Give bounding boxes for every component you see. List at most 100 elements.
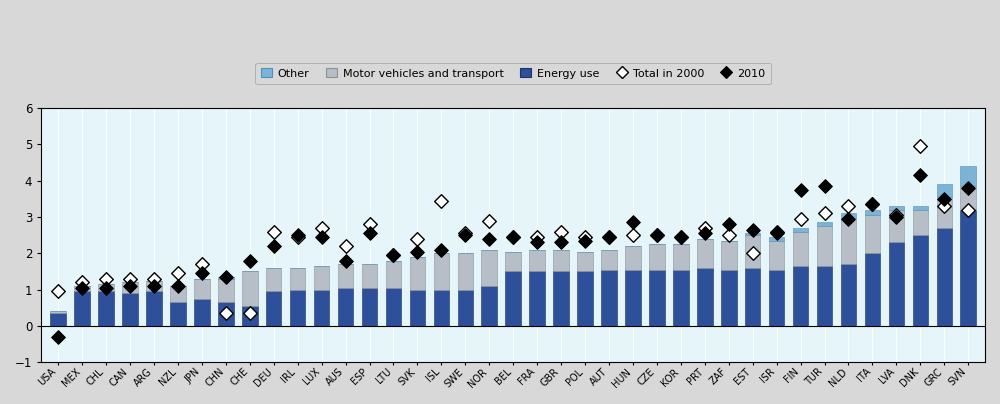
- Point: [218, 274, 234, 280]
- Point: [385, 252, 401, 259]
- Bar: [889, 210, 904, 242]
- Bar: [146, 291, 162, 326]
- Bar: [146, 280, 162, 291]
- Bar: [721, 241, 737, 269]
- Point: [697, 225, 713, 231]
- Bar: [362, 288, 377, 326]
- Bar: [889, 206, 904, 210]
- Bar: [458, 290, 473, 326]
- Point: [721, 232, 737, 238]
- Point: [170, 270, 186, 276]
- Point: [505, 234, 521, 240]
- Point: [817, 210, 833, 217]
- Bar: [960, 186, 976, 210]
- Point: [314, 234, 330, 240]
- Bar: [625, 246, 641, 269]
- Point: [433, 198, 449, 204]
- Point: [194, 261, 210, 267]
- Bar: [505, 252, 521, 271]
- Point: [529, 239, 545, 246]
- Bar: [865, 215, 880, 253]
- Point: [481, 217, 497, 224]
- Bar: [194, 299, 210, 326]
- Point: [673, 234, 689, 240]
- Bar: [386, 261, 401, 288]
- Point: [960, 206, 976, 213]
- Point: [385, 252, 401, 259]
- Bar: [529, 271, 545, 326]
- Bar: [434, 290, 449, 326]
- Point: [362, 230, 378, 237]
- Point: [74, 279, 90, 286]
- Bar: [553, 250, 569, 271]
- Bar: [122, 282, 138, 293]
- Point: [457, 230, 473, 237]
- Bar: [745, 234, 760, 235]
- Point: [649, 232, 665, 238]
- Point: [721, 221, 737, 227]
- Point: [888, 214, 904, 220]
- Point: [242, 310, 258, 316]
- Bar: [673, 244, 689, 269]
- Point: [840, 203, 856, 209]
- Point: [218, 310, 234, 316]
- Bar: [338, 264, 353, 288]
- Point: [553, 239, 569, 246]
- Bar: [937, 197, 952, 228]
- Bar: [170, 286, 186, 302]
- Bar: [769, 241, 784, 269]
- Bar: [481, 250, 497, 286]
- Bar: [769, 237, 784, 241]
- Bar: [218, 302, 234, 326]
- Bar: [577, 271, 593, 326]
- Point: [864, 201, 880, 208]
- Point: [936, 203, 952, 209]
- Bar: [937, 184, 952, 197]
- Bar: [793, 266, 808, 326]
- Bar: [50, 313, 66, 326]
- Bar: [960, 210, 976, 326]
- Point: [936, 196, 952, 202]
- Bar: [290, 290, 305, 326]
- Point: [266, 243, 282, 249]
- Bar: [98, 291, 114, 326]
- Point: [505, 234, 521, 240]
- Bar: [50, 311, 66, 313]
- Bar: [458, 253, 473, 290]
- Point: [673, 234, 689, 240]
- Bar: [218, 277, 234, 279]
- Point: [577, 238, 593, 244]
- Point: [769, 228, 785, 235]
- Bar: [362, 264, 377, 288]
- Bar: [649, 244, 665, 269]
- Point: [769, 230, 785, 237]
- Point: [98, 276, 114, 282]
- Point: [170, 283, 186, 289]
- Point: [122, 283, 138, 289]
- Bar: [913, 235, 928, 326]
- Bar: [74, 291, 90, 326]
- Bar: [410, 290, 425, 326]
- Point: [864, 201, 880, 208]
- Bar: [793, 228, 808, 231]
- Bar: [170, 302, 186, 326]
- Point: [433, 246, 449, 253]
- Point: [817, 183, 833, 189]
- Point: [481, 236, 497, 242]
- Point: [338, 243, 354, 249]
- Bar: [529, 250, 545, 271]
- Bar: [913, 210, 928, 235]
- Bar: [745, 268, 760, 326]
- Point: [409, 236, 425, 242]
- Bar: [841, 219, 856, 264]
- Bar: [122, 293, 138, 326]
- Bar: [913, 206, 928, 210]
- Point: [362, 221, 378, 227]
- Point: [649, 232, 665, 238]
- Bar: [314, 266, 329, 290]
- Point: [697, 230, 713, 237]
- Bar: [314, 290, 329, 326]
- Bar: [434, 253, 449, 290]
- Bar: [218, 279, 234, 302]
- Point: [194, 270, 210, 276]
